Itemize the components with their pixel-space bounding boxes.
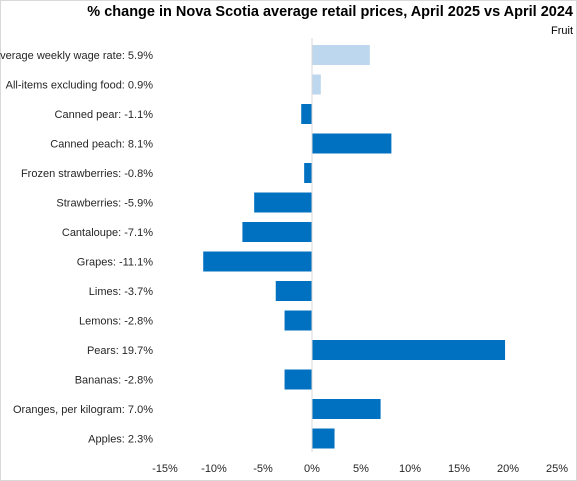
tick-labels-group: -15% -10% -5% 0% 5% 10% 15% 20% 25% bbox=[152, 463, 568, 475]
x-tick-label-4: 5% bbox=[353, 463, 369, 475]
category-label-10: Pears: 19.7% bbox=[87, 345, 153, 357]
category-label-0: Average weekly wage rate: 5.9% bbox=[0, 50, 153, 62]
category-label-12: Oranges, per kilogram: 7.0% bbox=[13, 404, 153, 416]
category-label-13: Apples: 2.3% bbox=[88, 434, 153, 446]
category-labels-group: Average weekly wage rate: 5.9% All-items … bbox=[0, 50, 153, 446]
category-label-6: Cantaloupe: -7.1% bbox=[62, 227, 153, 239]
category-label-7: Grapes: -11.1% bbox=[77, 257, 153, 269]
category-label-2: Canned pear: -1.1% bbox=[55, 109, 154, 121]
bar-5 bbox=[254, 192, 312, 213]
category-label-3: Canned peach: 8.1% bbox=[50, 139, 153, 151]
category-label-1: All-items excluding food: 0.9% bbox=[6, 80, 154, 92]
x-tick-label-7: 20% bbox=[497, 463, 519, 475]
bar-6 bbox=[242, 222, 312, 242]
bar-2 bbox=[301, 104, 312, 124]
x-tick-label-1: -10% bbox=[201, 463, 227, 475]
bar-12 bbox=[312, 399, 381, 419]
category-label-8: Limes: -3.7% bbox=[89, 286, 153, 298]
chart-subtitle: Fruit bbox=[551, 25, 573, 37]
bar-13 bbox=[312, 428, 335, 449]
bar-4 bbox=[304, 163, 312, 183]
bars-group bbox=[203, 45, 506, 449]
x-tick-label-5: 10% bbox=[399, 463, 421, 475]
bar-3 bbox=[312, 133, 392, 154]
x-tick-label-0: -15% bbox=[152, 463, 178, 475]
category-label-4: Frozen strawberries: -0.8% bbox=[21, 168, 153, 180]
chart-title: % change in Nova Scotia average retail p… bbox=[87, 4, 573, 20]
bar-1 bbox=[312, 74, 321, 95]
x-tick-label-8: 25% bbox=[546, 463, 568, 475]
x-tick-label-6: 15% bbox=[448, 463, 470, 475]
bar-8 bbox=[275, 281, 312, 301]
bar-10 bbox=[312, 340, 506, 360]
category-label-9: Lemons: -2.8% bbox=[79, 316, 153, 328]
category-label-5: Strawberries: -5.9% bbox=[56, 198, 153, 210]
x-tick-label-2: -5% bbox=[253, 463, 273, 475]
bar-7 bbox=[203, 251, 312, 272]
category-label-11: Bananas: -2.8% bbox=[75, 375, 153, 387]
bar-11 bbox=[284, 369, 312, 390]
x-tick-label-3: 0% bbox=[304, 463, 320, 475]
bar-0 bbox=[312, 45, 370, 65]
bar-9 bbox=[284, 310, 312, 331]
